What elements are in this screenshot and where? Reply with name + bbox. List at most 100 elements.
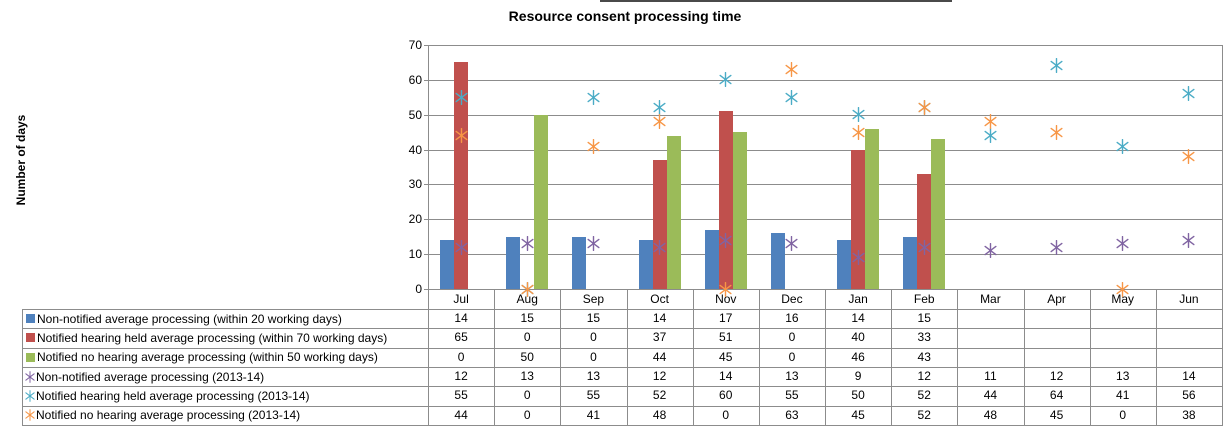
crop-artifact-line bbox=[600, 0, 952, 2]
table-cell: 0 bbox=[788, 330, 796, 345]
table-cell: 15 bbox=[520, 311, 534, 325]
table-cell: 14 bbox=[454, 311, 468, 325]
asterisk-icon bbox=[653, 239, 666, 255]
table-cell: 0 bbox=[523, 407, 531, 422]
table-header-cell: Nov bbox=[715, 292, 737, 306]
asterisk-icon bbox=[1116, 281, 1129, 297]
scatter-marker-icon bbox=[984, 114, 997, 130]
bar bbox=[903, 236, 918, 289]
scatter-marker-icon bbox=[587, 138, 600, 154]
asterisk-icon bbox=[653, 114, 666, 130]
legend-row-label: Notified hearing held average processing… bbox=[23, 386, 427, 405]
table-line bbox=[22, 405, 1223, 407]
scatter-marker-icon bbox=[984, 128, 997, 144]
plot-border-right bbox=[1222, 45, 1223, 289]
table-cell bbox=[957, 309, 1023, 328]
table-cell: 0 bbox=[590, 330, 597, 345]
bar bbox=[666, 135, 681, 289]
asterisk-icon bbox=[719, 281, 732, 297]
table-cell: 48 bbox=[652, 407, 667, 422]
table-cell: 43 bbox=[917, 349, 931, 364]
asterisk-icon bbox=[918, 239, 931, 255]
table-line bbox=[825, 289, 826, 425]
bar bbox=[917, 173, 932, 289]
y-axis-tick-label: 10 bbox=[408, 247, 422, 262]
legend-key-asterisk-icon bbox=[25, 390, 35, 402]
asterisk-icon bbox=[719, 72, 732, 88]
table-line bbox=[1023, 289, 1025, 425]
scatter-marker-icon bbox=[587, 89, 600, 105]
chart-title: Resource consent processing time bbox=[508, 8, 742, 24]
series-name: Notified hearing held average processing… bbox=[37, 330, 388, 345]
table-cell: 17 bbox=[719, 311, 733, 325]
table-line bbox=[22, 328, 1223, 330]
table-cell bbox=[957, 348, 1023, 367]
y-axis-tick bbox=[424, 184, 428, 186]
bar bbox=[638, 240, 653, 289]
bar bbox=[454, 62, 469, 289]
bar bbox=[865, 128, 880, 289]
asterisk-icon bbox=[455, 128, 468, 144]
bar bbox=[652, 160, 667, 289]
bar bbox=[931, 139, 946, 289]
scatter-marker-icon bbox=[785, 236, 798, 252]
table-cell: 14 bbox=[851, 311, 865, 325]
table-cell bbox=[1156, 328, 1222, 347]
scatter-marker-icon bbox=[719, 281, 732, 297]
table-header-cell: Aug bbox=[516, 292, 538, 306]
table-header-cell: Jul bbox=[453, 292, 469, 306]
scatter-marker-icon bbox=[587, 236, 600, 252]
scatter-marker-icon bbox=[918, 100, 931, 116]
asterisk-icon bbox=[455, 239, 468, 255]
table-cell: 0 bbox=[590, 349, 597, 364]
asterisk-icon bbox=[587, 236, 600, 252]
table-cell: 0 bbox=[457, 349, 465, 364]
scatter-marker-icon bbox=[455, 239, 468, 255]
table-line bbox=[22, 367, 1223, 368]
table-cell: 14 bbox=[1182, 369, 1196, 383]
table-line bbox=[22, 386, 1223, 388]
table-cell: 13 bbox=[520, 369, 534, 383]
table-line bbox=[22, 347, 1223, 349]
bar bbox=[704, 229, 719, 289]
series-name: Non-notified average processing (2013-14… bbox=[36, 369, 265, 384]
bar bbox=[506, 236, 521, 289]
legend-key-square-icon bbox=[26, 333, 35, 343]
y-axis-tick-label: 50 bbox=[408, 107, 422, 122]
table-cell bbox=[1024, 309, 1090, 328]
legend-row-label: Non-notified average processing (2013-14… bbox=[23, 367, 427, 386]
series-name: Notified no hearing average processing (… bbox=[37, 350, 378, 365]
table-cell bbox=[1156, 348, 1222, 367]
asterisk-icon bbox=[1050, 239, 1063, 255]
y-axis-tick-label: 40 bbox=[408, 142, 422, 157]
table-cell: 46 bbox=[851, 349, 865, 364]
table-cell: 55 bbox=[454, 388, 468, 403]
table-line bbox=[957, 289, 959, 425]
table-cell bbox=[1090, 328, 1156, 347]
y-axis-tick bbox=[424, 219, 428, 221]
asterisk-icon bbox=[521, 281, 534, 297]
asterisk-icon bbox=[1116, 236, 1129, 252]
scatter-marker-icon bbox=[719, 232, 732, 248]
legend-key-square-icon bbox=[26, 314, 35, 324]
table-cell: 63 bbox=[785, 407, 799, 422]
table-line bbox=[1222, 289, 1223, 425]
bar bbox=[851, 149, 866, 289]
table-cell: 16 bbox=[785, 311, 799, 325]
table-cell: 44 bbox=[652, 349, 667, 364]
table-cell: 45 bbox=[1049, 407, 1064, 422]
asterisk-icon bbox=[1050, 124, 1063, 140]
table-cell: 52 bbox=[917, 388, 931, 403]
scatter-marker-icon bbox=[852, 107, 865, 123]
table-cell: 15 bbox=[586, 311, 601, 325]
table-cell: 37 bbox=[652, 330, 667, 345]
asterisk-icon bbox=[918, 100, 931, 116]
table-line bbox=[1155, 289, 1157, 425]
table-cell: 13 bbox=[785, 369, 799, 383]
scatter-marker-icon bbox=[852, 124, 865, 140]
table-line bbox=[22, 309, 1223, 310]
bar bbox=[534, 114, 549, 289]
table-cell: 0 bbox=[1119, 407, 1127, 422]
table-cell bbox=[957, 328, 1023, 347]
